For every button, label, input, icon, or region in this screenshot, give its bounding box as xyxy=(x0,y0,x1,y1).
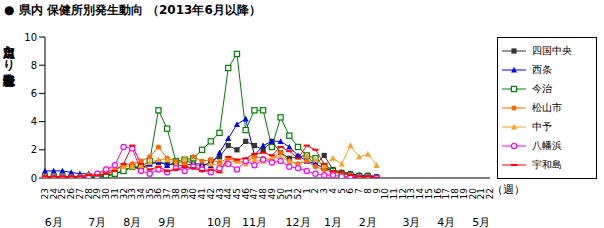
svg-text:9: 9 xyxy=(371,188,382,194)
svg-text:16: 16 xyxy=(432,188,443,200)
svg-text:37: 37 xyxy=(162,188,173,200)
svg-text:48: 48 xyxy=(258,188,269,200)
svg-text:15: 15 xyxy=(423,188,434,200)
svg-text:25: 25 xyxy=(57,188,68,200)
svg-text:9月: 9月 xyxy=(158,216,176,228)
svg-text:29: 29 xyxy=(92,188,103,200)
svg-text:42: 42 xyxy=(205,188,216,200)
svg-text:6月: 6月 xyxy=(45,216,63,228)
svg-text:17: 17 xyxy=(441,188,452,200)
svg-text:2月: 2月 xyxy=(359,216,377,228)
html-text:今治: 今治 xyxy=(532,82,552,94)
svg-text:38: 38 xyxy=(170,188,181,200)
svg-text:10: 10 xyxy=(24,32,37,43)
html-text:四国中央: 四国中央 xyxy=(532,44,572,56)
svg-text:35: 35 xyxy=(144,188,155,200)
svg-text:32: 32 xyxy=(118,188,129,200)
svg-text:22: 22 xyxy=(485,188,495,199)
svg-text:33: 33 xyxy=(127,188,138,200)
html-text:（週）: （週） xyxy=(492,183,525,196)
svg-text:49: 49 xyxy=(266,188,277,200)
html-text:松山市: 松山市 xyxy=(532,101,562,113)
svg-text:8: 8 xyxy=(362,188,373,194)
svg-text:51: 51 xyxy=(284,188,295,200)
svg-text:2: 2 xyxy=(31,144,37,155)
svg-text:10月: 10月 xyxy=(207,216,232,228)
svg-text:24: 24 xyxy=(48,188,59,200)
svg-text:52: 52 xyxy=(293,188,303,200)
html-text:定点当たり患者報告数: 定点当たり患者報告数 xyxy=(2,36,16,64)
svg-text:30: 30 xyxy=(101,188,112,200)
svg-text:6: 6 xyxy=(31,88,37,99)
svg-text:31: 31 xyxy=(109,188,120,200)
svg-text:44: 44 xyxy=(223,188,234,200)
svg-text:12月: 12月 xyxy=(286,216,311,228)
svg-text:0: 0 xyxy=(31,173,37,184)
svg-text:1: 1 xyxy=(301,188,312,194)
svg-text:11月: 11月 xyxy=(242,216,267,228)
svg-text:4: 4 xyxy=(31,116,37,127)
svg-text:20: 20 xyxy=(467,188,478,200)
svg-text:3月: 3月 xyxy=(402,216,420,228)
svg-text:40: 40 xyxy=(188,188,199,200)
svg-text:50: 50 xyxy=(275,188,286,200)
svg-text:8: 8 xyxy=(31,60,37,71)
svg-text:7: 7 xyxy=(354,188,365,194)
svg-text:36: 36 xyxy=(153,188,164,200)
svg-text:19: 19 xyxy=(458,188,469,200)
svg-text:7月: 7月 xyxy=(88,216,106,228)
svg-text:10: 10 xyxy=(380,188,391,200)
html-text:八幡浜: 八幡浜 xyxy=(532,139,562,151)
html-text:宇和島: 宇和島 xyxy=(532,158,562,170)
svg-text:3: 3 xyxy=(319,188,330,194)
svg-text:5月: 5月 xyxy=(472,216,490,228)
svg-text:6: 6 xyxy=(345,188,356,194)
svg-text:12: 12 xyxy=(397,188,408,200)
svg-text:18: 18 xyxy=(450,188,461,200)
svg-text:2: 2 xyxy=(310,188,321,194)
svg-text:13: 13 xyxy=(406,188,417,200)
svg-text:4月: 4月 xyxy=(437,216,455,228)
svg-text:27: 27 xyxy=(74,188,85,200)
svg-text:4: 4 xyxy=(327,188,338,194)
svg-text:8月: 8月 xyxy=(123,216,141,228)
svg-text:41: 41 xyxy=(197,188,208,200)
svg-text:28: 28 xyxy=(83,188,94,200)
svg-text:14: 14 xyxy=(415,188,426,200)
svg-text:5: 5 xyxy=(336,188,347,194)
svg-text:47: 47 xyxy=(249,188,260,200)
svg-text:21: 21 xyxy=(476,188,487,200)
html-text:西条: 西条 xyxy=(532,63,552,75)
html-text:中予: 中予 xyxy=(532,120,552,132)
svg-text:39: 39 xyxy=(179,188,190,200)
svg-text:46: 46 xyxy=(240,188,251,200)
html-text:● 県内 保健所別発生動向 （2013年6月以降）: ● 県内 保健所別発生動向 （2013年6月以降） xyxy=(4,3,261,17)
svg-text:1月: 1月 xyxy=(324,216,342,228)
svg-text:43: 43 xyxy=(214,188,225,200)
svg-text:26: 26 xyxy=(66,188,77,200)
svg-text:11: 11 xyxy=(389,188,399,200)
svg-text:45: 45 xyxy=(232,188,242,200)
svg-text:34: 34 xyxy=(136,188,146,200)
svg-text:23: 23 xyxy=(40,188,50,200)
